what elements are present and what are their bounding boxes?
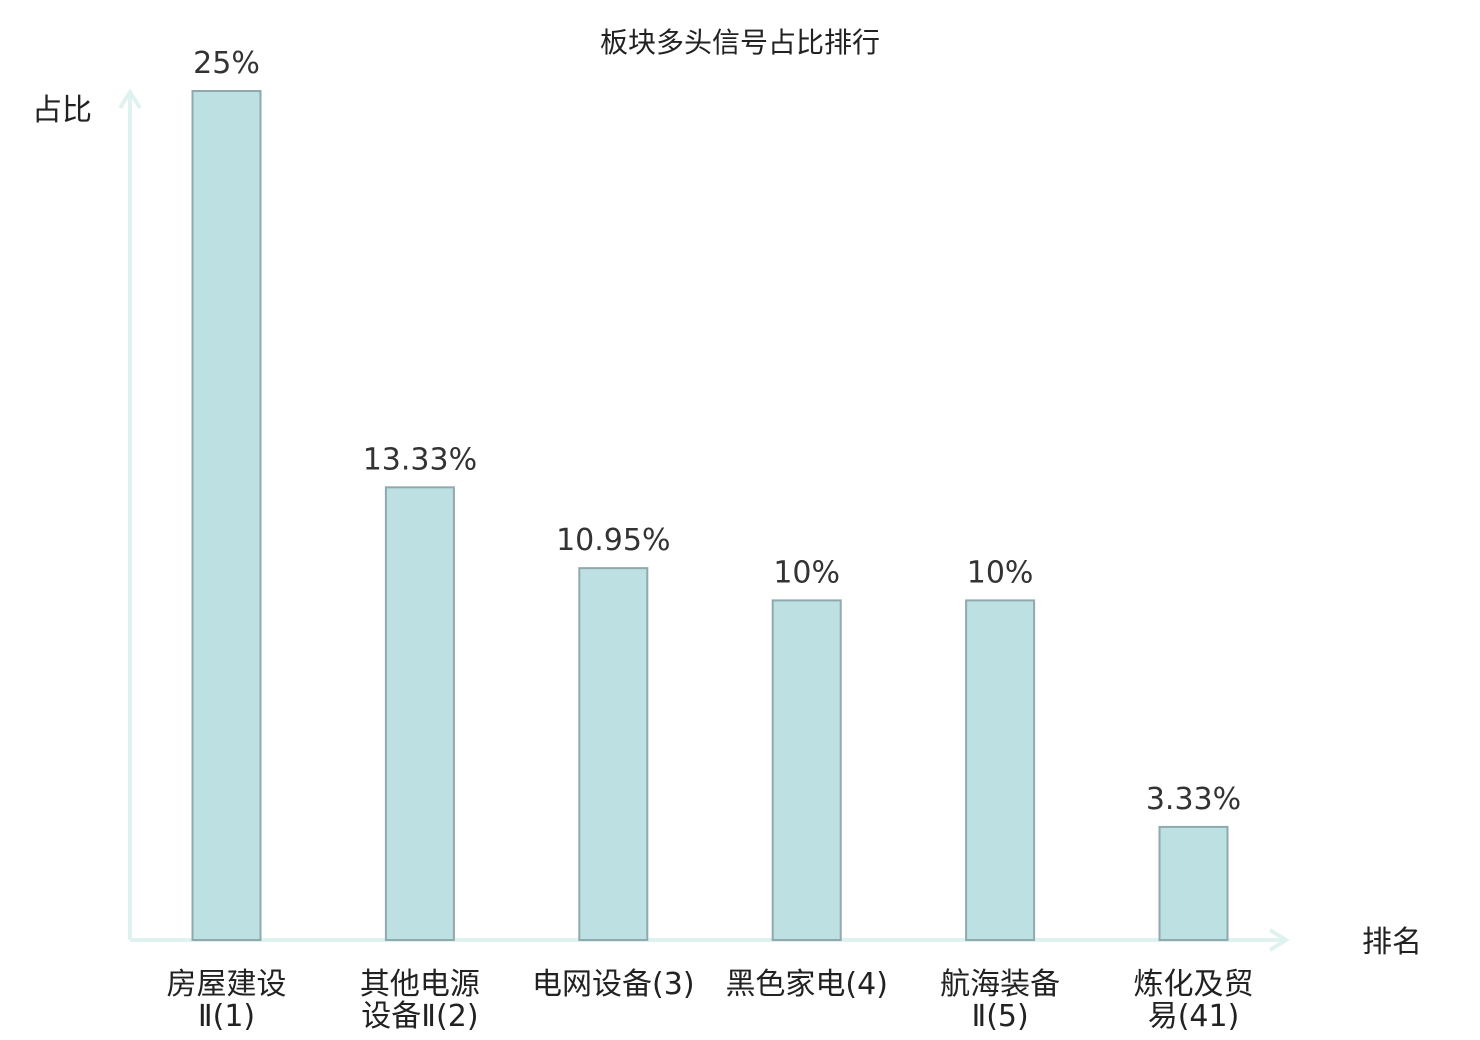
value-label: 10.95% <box>556 523 670 558</box>
category-label: 炼化及贸 <box>1134 967 1254 1002</box>
y-axis-arrow-icon <box>118 88 142 110</box>
category-label: 易(41) <box>1148 999 1240 1034</box>
bar <box>191 90 262 941</box>
y-axis: 占比 <box>32 88 142 940</box>
bar <box>578 567 649 941</box>
value-label: 10% <box>967 555 1034 590</box>
value-label: 10% <box>773 555 840 590</box>
value-labels-group: 25% 13.33% 10.95% 10% 10% 3.33% <box>193 46 1241 817</box>
category-label: 黑色家电(4) <box>725 967 888 1002</box>
x-axis-label: 排名 <box>1362 925 1422 960</box>
category-label: 房屋建设 <box>167 967 287 1002</box>
category-label: 其他电源 <box>360 967 480 1002</box>
category-label: 电网设备(3) <box>532 967 695 1002</box>
y-axis-label: 占比 <box>32 93 92 128</box>
category-label: 设备Ⅱ(2) <box>361 999 478 1034</box>
x-axis-arrow-icon <box>1268 928 1290 952</box>
value-label: 25% <box>193 46 260 81</box>
bar <box>965 599 1036 942</box>
chart-title: 板块多头信号占比排行 <box>600 26 880 59</box>
category-label: 航海装备 <box>940 967 1060 1002</box>
bar <box>384 486 455 941</box>
value-label: 3.33% <box>1146 782 1241 817</box>
bar <box>771 599 842 942</box>
x-axis: 排名 <box>130 925 1422 960</box>
value-label: 13.33% <box>363 442 477 477</box>
bar <box>1158 825 1229 942</box>
category-label: Ⅱ(5) <box>971 999 1028 1034</box>
category-label: Ⅱ(1) <box>198 999 255 1034</box>
bars-group <box>191 90 1229 942</box>
